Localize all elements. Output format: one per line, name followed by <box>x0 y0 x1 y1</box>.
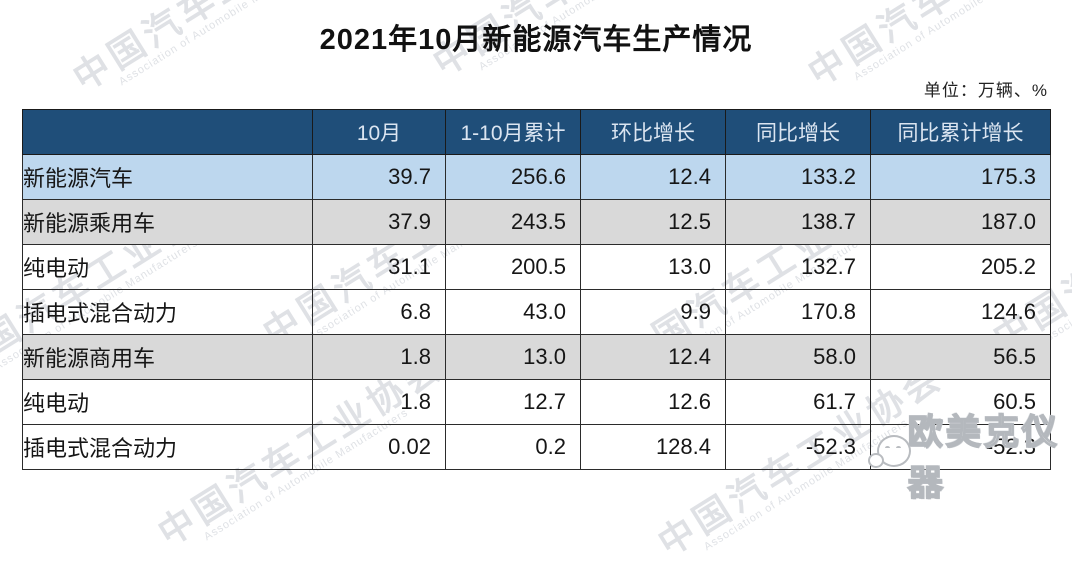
column-header: 同比累计增长 <box>870 109 1051 155</box>
column-header: 10月 <box>312 109 446 155</box>
cell-value: 187.0 <box>870 199 1051 245</box>
row-label: 插电式混合动力 <box>22 424 313 470</box>
cell-value: 175.3 <box>870 154 1051 200</box>
cell-value: 43.0 <box>445 289 581 335</box>
page-title: 2021年10月新能源汽车生产情况 <box>319 24 753 56</box>
cell-value: 124.6 <box>870 289 1051 335</box>
cell-value: 58.0 <box>725 334 871 380</box>
cell-value: 0.2 <box>445 424 581 470</box>
production-table: 10月 1-10月累计 环比增长 同比增长 同比累计增长 新能源汽车 39.7 256.6 1… <box>22 109 1051 470</box>
table-row: 新能源乘用车 37.9 243.5 12.5 138.7 187.0 <box>22 199 1051 245</box>
cell-value: 132.7 <box>725 244 871 290</box>
table-row: 新能源商用车 1.8 13.0 12.4 58.0 56.5 <box>22 334 1051 380</box>
table-row: 插电式混合动力 0.02 0.2 128.4 -52.3 -52.3 <box>22 424 1051 470</box>
cell-value: 243.5 <box>445 199 581 245</box>
table-row: 纯电动 1.8 12.7 12.6 61.7 60.5 <box>22 379 1051 425</box>
cell-value: 60.5 <box>870 379 1051 425</box>
table-body: 新能源汽车 39.7 256.6 12.4 133.2 175.3 新能源乘用车 37.9 24… <box>22 154 1051 470</box>
cell-value: 133.2 <box>725 154 871 200</box>
cell-value: 1.8 <box>312 379 446 425</box>
cell-value: 12.6 <box>580 379 726 425</box>
cell-value: 61.7 <box>725 379 871 425</box>
cell-value: 9.9 <box>580 289 726 335</box>
table-row: 纯电动 31.1 200.5 13.0 132.7 205.2 <box>22 244 1051 290</box>
cell-value: 56.5 <box>870 334 1051 380</box>
row-label: 插电式混合动力 <box>22 289 313 335</box>
unit-note: 单位：万辆、% <box>923 81 1048 100</box>
row-label: 纯电动 <box>22 379 313 425</box>
table-header-row: 10月 1-10月累计 环比增长 同比增长 同比累计增长 <box>22 109 1051 155</box>
cell-value: 39.7 <box>312 154 446 200</box>
cell-value: 12.5 <box>580 199 726 245</box>
cell-value: 13.0 <box>580 244 726 290</box>
cell-value: 170.8 <box>725 289 871 335</box>
cell-value: 200.5 <box>445 244 581 290</box>
column-header: 同比增长 <box>725 109 871 155</box>
table-row: 插电式混合动力 6.8 43.0 9.9 170.8 124.6 <box>22 289 1051 335</box>
cell-value: 12.4 <box>580 154 726 200</box>
cell-value: 13.0 <box>445 334 581 380</box>
cell-value: 31.1 <box>312 244 446 290</box>
row-label: 新能源商用车 <box>22 334 313 380</box>
row-label: 新能源乘用车 <box>22 199 313 245</box>
cell-value: 37.9 <box>312 199 446 245</box>
cell-value: 256.6 <box>445 154 581 200</box>
row-label: 新能源汽车 <box>22 154 313 200</box>
cell-value: 1.8 <box>312 334 446 380</box>
cell-value: 6.8 <box>312 289 446 335</box>
cell-value: 138.7 <box>725 199 871 245</box>
cell-value: 12.7 <box>445 379 581 425</box>
cell-value: -52.3 <box>870 424 1051 470</box>
cell-value: -52.3 <box>725 424 871 470</box>
cell-value: 205.2 <box>870 244 1051 290</box>
column-header: 1-10月累计 <box>445 109 581 155</box>
column-header: 环比增长 <box>580 109 726 155</box>
cell-value: 12.4 <box>580 334 726 380</box>
cell-value: 0.02 <box>312 424 446 470</box>
table-row: 新能源汽车 39.7 256.6 12.4 133.2 175.3 <box>22 154 1051 200</box>
row-label: 纯电动 <box>22 244 313 290</box>
cell-value: 128.4 <box>580 424 726 470</box>
column-header <box>22 109 313 155</box>
